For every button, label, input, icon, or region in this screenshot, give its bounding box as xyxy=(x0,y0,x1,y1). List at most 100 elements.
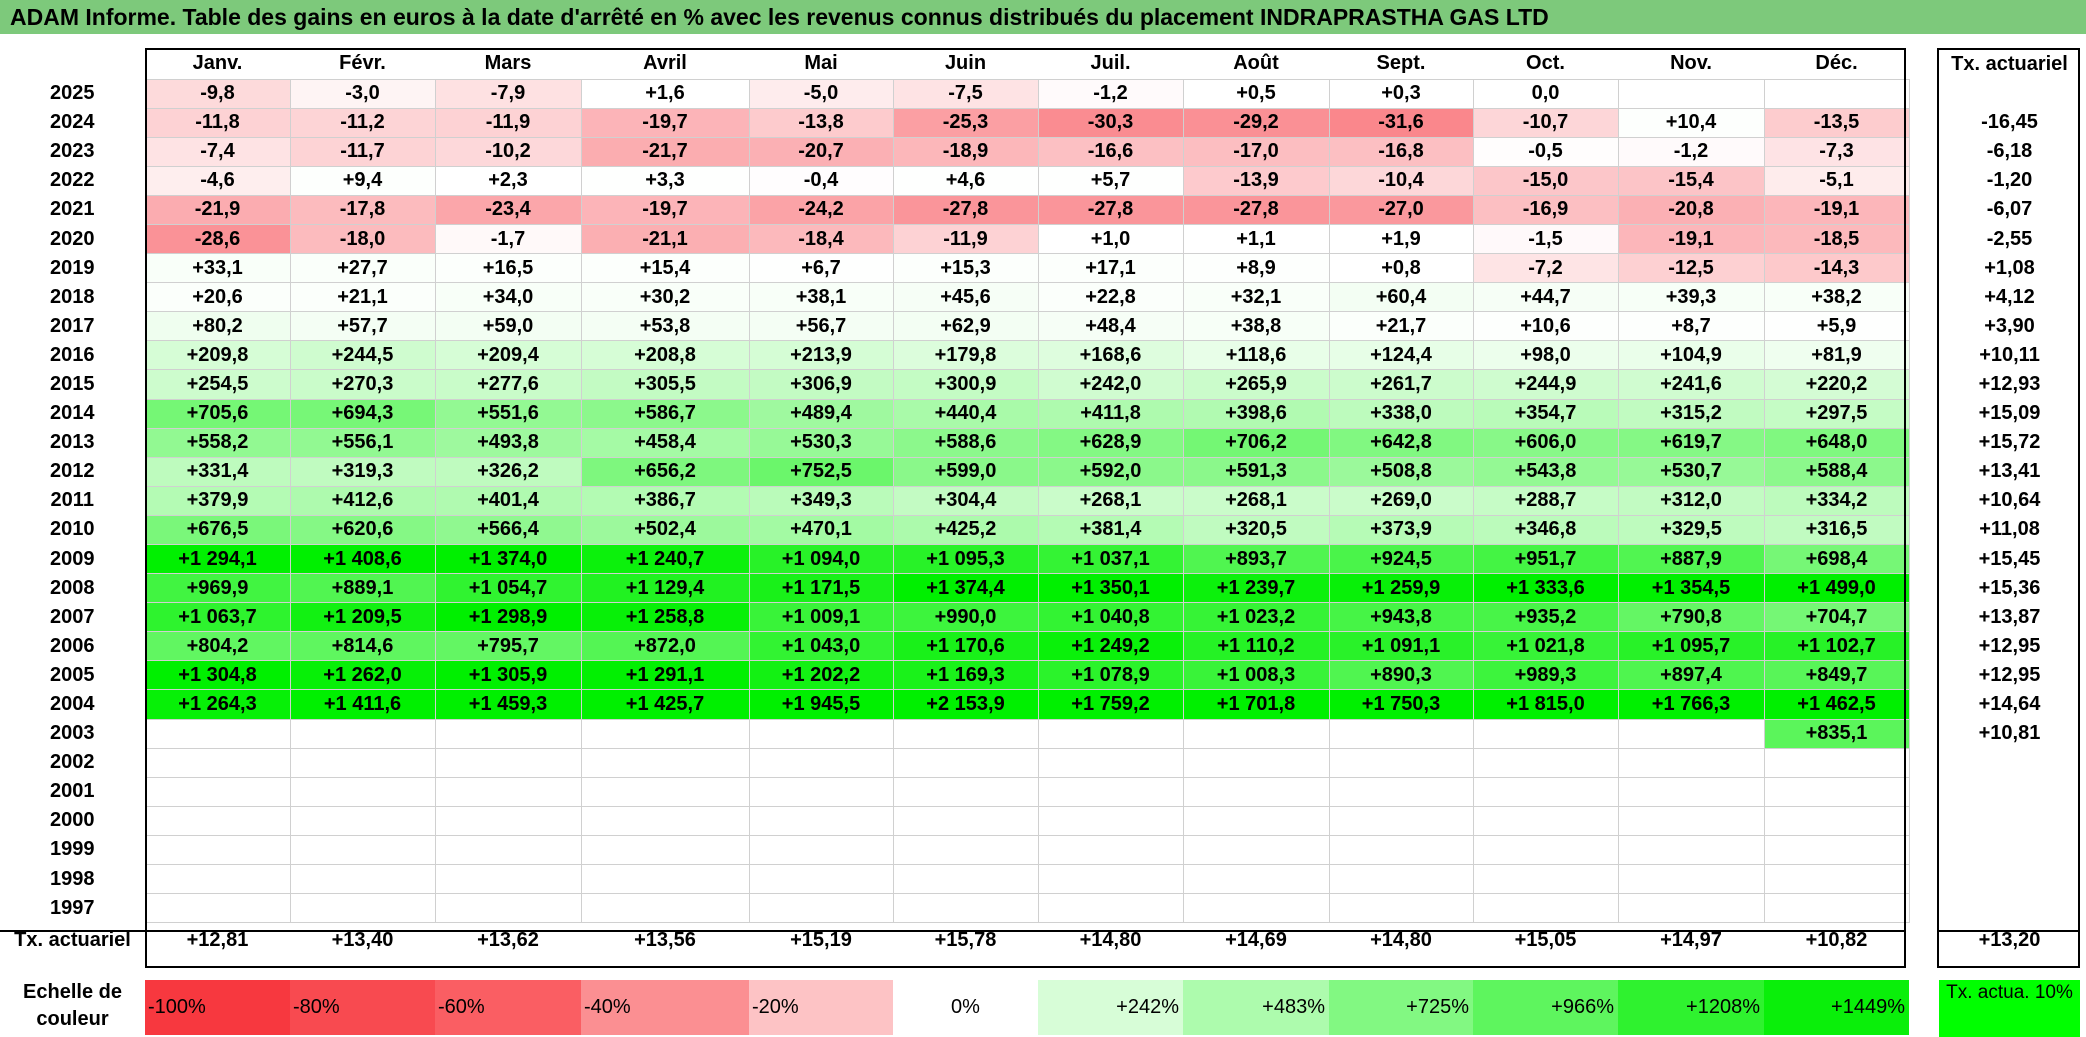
gain-cell xyxy=(892,805,1039,836)
gain-cell: +1 040,8 xyxy=(1037,602,1184,633)
gain-cell: +1 209,5 xyxy=(289,602,436,633)
gain-cell: +1 078,9 xyxy=(1037,660,1184,691)
gain-cell: +329,5 xyxy=(1617,514,1765,546)
gain-cell: +315,2 xyxy=(1617,398,1765,429)
gain-cell: +1 063,7 xyxy=(144,602,291,633)
gain-cell: +5,7 xyxy=(1037,165,1184,196)
gain-cell: -25,3 xyxy=(892,107,1039,138)
gain-cell: -10,2 xyxy=(434,136,582,167)
gain-cell: +265,9 xyxy=(1182,369,1330,400)
gain-cell xyxy=(434,893,582,924)
year-label: 2008 xyxy=(50,576,95,599)
gain-cell: +209,4 xyxy=(434,340,582,371)
gain-cell: +244,9 xyxy=(1472,369,1619,400)
gain-cell: -10,7 xyxy=(1472,107,1619,138)
year-row: 2004 +1 264,3 +1 411,6 +1 459,3 +1 425,7 +1 9… xyxy=(0,689,1910,720)
annual-rate-value: +10,64 xyxy=(1978,489,2041,512)
gain-cell: +790,8 xyxy=(1617,602,1765,633)
gain-cell: +268,1 xyxy=(1037,485,1184,516)
year-label: 2000 xyxy=(50,809,95,832)
gain-cell: +401,4 xyxy=(434,485,582,516)
gain-cell: +648,0 xyxy=(1763,427,1910,458)
gain-cell: +1 258,8 xyxy=(580,602,750,633)
annual-rate-value xyxy=(1939,835,2080,864)
gain-cell: -16,9 xyxy=(1472,194,1619,225)
year-row: 2021 -21,9 -17,8 -23,4 -19,7 -24,2 -27,8 -27,8-… xyxy=(0,194,1910,225)
gain-cell: +551,6 xyxy=(434,398,582,429)
color-scale-stop: +725% xyxy=(1329,980,1473,1035)
gain-cell: -21,9 xyxy=(144,194,291,225)
annual-rate-value: -1,20 xyxy=(1986,169,2033,192)
gain-cell: -4,6 xyxy=(144,165,291,196)
year-row: 2008 +969,9 +889,1 +1 054,7 +1 129,4 +1 171,5… xyxy=(0,573,1910,604)
year-label: 2019 xyxy=(50,256,95,279)
gain-cell xyxy=(580,834,750,866)
gain-cell: -5,0 xyxy=(748,78,894,109)
gain-cell: +1 354,5 xyxy=(1617,573,1765,604)
gain-cell: +1 239,7 xyxy=(1182,573,1330,604)
annual-rate-value: +3,90 xyxy=(1984,314,2035,337)
gain-cell: +398,6 xyxy=(1182,398,1330,429)
gain-cell xyxy=(434,834,582,866)
gain-cell: +118,6 xyxy=(1182,340,1330,371)
gain-cell: -13,8 xyxy=(748,107,894,138)
year-label: 2021 xyxy=(50,198,95,221)
gain-cell: +1 021,8 xyxy=(1472,631,1619,662)
year-row: 2011 +379,9 +412,6 +401,4 +386,7 +349,3 +304,4… xyxy=(0,485,1910,516)
gain-cell xyxy=(1472,747,1619,778)
annual-rate-value: +15,36 xyxy=(1978,576,2041,599)
gain-cell: +969,9 xyxy=(144,573,291,604)
monthly-gains-table: Janv. Févr. Mars Avril Mai Juin Juil. Août Sept.… xyxy=(0,49,1910,959)
gain-cell: +489,4 xyxy=(748,398,894,429)
year-label: 2010 xyxy=(50,518,95,541)
gain-cell: +1 129,4 xyxy=(580,573,750,604)
color-scale-stop: -100% xyxy=(145,980,290,1035)
gain-cell: +1 411,6 xyxy=(289,689,436,720)
gain-cell: +591,3 xyxy=(1182,456,1330,487)
gain-cell: +1 249,2 xyxy=(1037,631,1184,662)
annual-rate-value: +13,87 xyxy=(1978,605,2041,628)
month-header: Nov. xyxy=(1670,52,1712,75)
gain-cell: -12,5 xyxy=(1617,253,1765,284)
year-row: 1997 xyxy=(0,893,1910,924)
year-row: 1998 xyxy=(0,864,1910,895)
gain-cell xyxy=(144,893,291,924)
gain-cell: +440,4 xyxy=(892,398,1039,429)
gain-cell: +642,8 xyxy=(1328,427,1474,458)
gain-cell: +2,3 xyxy=(434,165,582,196)
gain-cell: +1 766,3 xyxy=(1617,689,1765,720)
annual-rate-value: -6,18 xyxy=(1986,140,2033,163)
gain-cell xyxy=(1182,747,1330,778)
gain-cell: +425,2 xyxy=(892,514,1039,546)
gain-cell xyxy=(434,776,582,807)
gain-cell xyxy=(892,718,1039,749)
footer-rate-cell: +15,19 xyxy=(790,929,852,952)
gain-cell: +331,4 xyxy=(144,456,291,487)
footer-rate-cell: +12,81 xyxy=(186,929,249,952)
gain-cell: +619,7 xyxy=(1617,427,1765,458)
gain-cell: +213,9 xyxy=(748,340,894,371)
gain-cell: +889,1 xyxy=(289,573,436,604)
gain-cell: +1 102,7 xyxy=(1763,631,1910,662)
year-row: 2018 +20,6 +21,1 +34,0 +30,2 +38,1 +45,6 +22,8 +… xyxy=(0,282,1910,313)
gain-cell: +270,3 xyxy=(289,369,436,400)
gain-cell: +1 759,2 xyxy=(1037,689,1184,720)
gain-cell: -28,6 xyxy=(144,223,291,255)
gain-cell: +288,7 xyxy=(1472,485,1619,516)
gain-cell xyxy=(580,747,750,778)
gain-cell: +268,1 xyxy=(1182,485,1330,516)
gain-cell xyxy=(580,718,750,749)
gain-cell: +5,9 xyxy=(1763,311,1910,342)
gain-cell: +56,7 xyxy=(748,311,894,342)
gain-cell: -17,8 xyxy=(289,194,436,225)
gain-cell xyxy=(1763,893,1910,924)
gain-cell xyxy=(434,805,582,836)
gain-cell: +989,3 xyxy=(1472,660,1619,691)
gain-cell xyxy=(1763,78,1910,109)
gain-cell: +208,8 xyxy=(580,340,750,371)
gain-cell: +2 153,9 xyxy=(892,689,1039,720)
annual-rate-value: +12,95 xyxy=(1978,634,2041,657)
year-row: 2002 xyxy=(0,747,1910,778)
gain-cell: +316,5 xyxy=(1763,514,1910,546)
year-label: 2005 xyxy=(50,663,95,686)
